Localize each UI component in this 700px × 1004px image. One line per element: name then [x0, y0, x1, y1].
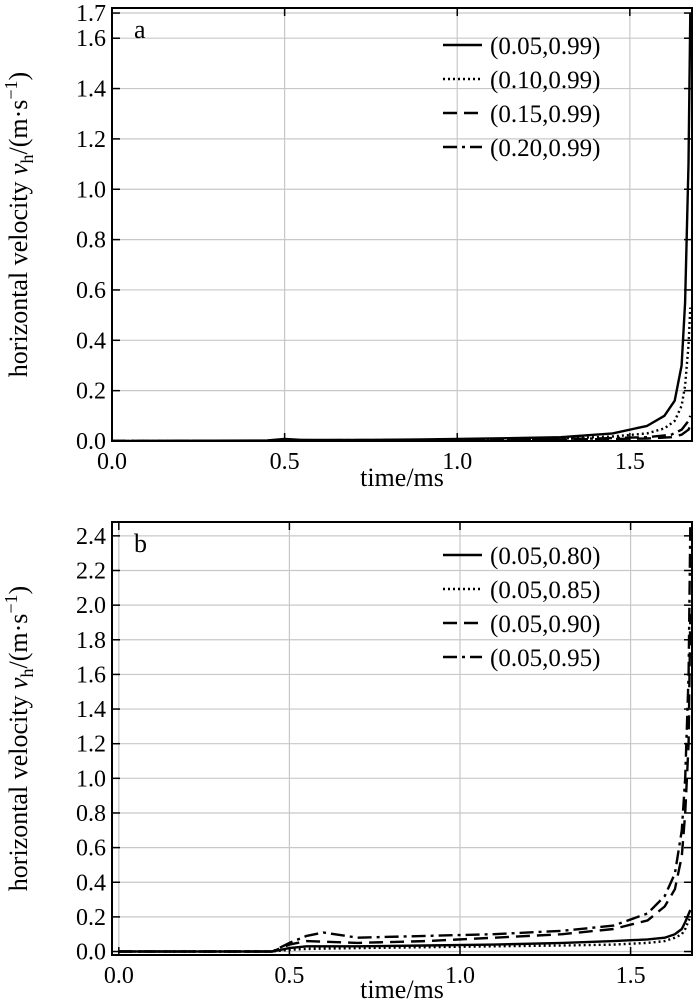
y-tick-label: 2.0: [76, 593, 106, 619]
series-group: [118, 527, 692, 953]
y-tick-label: 1.4: [76, 697, 106, 723]
y-tick-label: 1.0: [76, 177, 106, 203]
y-tick-label: 1.4: [76, 77, 106, 103]
series-line-4: [112, 415, 692, 441]
y-tick-label: 0.4: [76, 328, 106, 354]
series-line-1: [112, 12, 692, 441]
y-tick-label: 0.6: [76, 278, 106, 304]
chart-panel-b: 0.0 0.5 1.0 1.5 0.0 0.2 0.4 0.6 0.8 1.0 1.2 1.4 1.6 1…: [1, 521, 693, 1004]
legend-label-1: (0.05,0.80): [490, 543, 600, 570]
x-axis-label: time/ms: [360, 463, 444, 492]
series-line-3: [118, 613, 692, 953]
y-tick-label: 1.2: [76, 127, 106, 153]
y-tick-label: 1.0: [76, 766, 106, 792]
series-group: [112, 12, 692, 441]
x-tick-label: 0.5: [274, 963, 304, 989]
plot-frame: [111, 521, 693, 956]
plot-frame: [111, 7, 693, 442]
x-tick-label: 0.0: [97, 449, 127, 475]
panel-label: b: [134, 529, 147, 558]
y-tick-label: 2.2: [76, 558, 106, 584]
x-tick-label: 1.5: [616, 963, 646, 989]
series-line-4: [118, 527, 692, 953]
y-tick-label: 1.6: [76, 26, 106, 52]
x-tick-label: 1.5: [615, 449, 645, 475]
legend-label-3: (0.05,0.90): [490, 611, 600, 638]
y-tick-label: 0.2: [76, 379, 106, 405]
panel-label: a: [134, 15, 146, 44]
chart-panel-a: 0.0 0.5 1.0 1.5 0.0 0.2 0.4 0.6 0.8 1.0 1.2 1.4 1.61…: [1, 1, 693, 492]
y-tick-label: 0.0: [76, 940, 106, 966]
x-tick-label: 1.0: [442, 449, 472, 475]
legend-label-2: (0.05,0.85): [490, 577, 600, 604]
y-tick-label: 0.2: [76, 905, 106, 931]
y-tick-label: 0.8: [76, 801, 106, 827]
legend-label-2: (0.10,0.99): [490, 67, 600, 94]
series-line-1: [118, 909, 692, 953]
series-line-2: [112, 307, 692, 441]
legend-label-1: (0.05,0.99): [490, 33, 600, 60]
y-tick-label: 1.6: [76, 662, 106, 688]
y-tick-label: 1.2: [76, 732, 106, 758]
y-tick-label: 0.6: [76, 836, 106, 862]
legend-label-3: (0.15,0.99): [490, 101, 600, 128]
x-tick-label: 0.5: [270, 449, 300, 475]
x-tick-label: 1.0: [445, 963, 475, 989]
y-tick-label: 0.4: [76, 870, 106, 896]
legend-label-4: (0.05,0.95): [490, 645, 600, 672]
y-axis-label: horizontal velocity vh/(m·s−1): [1, 586, 37, 891]
y-tick-label: 1.8: [76, 628, 106, 654]
y-tick-label: 1.7: [76, 1, 106, 27]
series-line-2: [118, 916, 692, 953]
y-tick-label: 0.0: [76, 429, 106, 455]
y-axis-label: horizontal velocity vh/(m·s−1): [1, 72, 37, 377]
x-tick-label: 0.0: [104, 963, 134, 989]
y-tick-label: 2.4: [76, 524, 106, 550]
x-axis-label: time/ms: [360, 975, 444, 999]
y-tick-label: 0.8: [76, 228, 106, 254]
legend-label-4: (0.20,0.99): [490, 135, 600, 162]
